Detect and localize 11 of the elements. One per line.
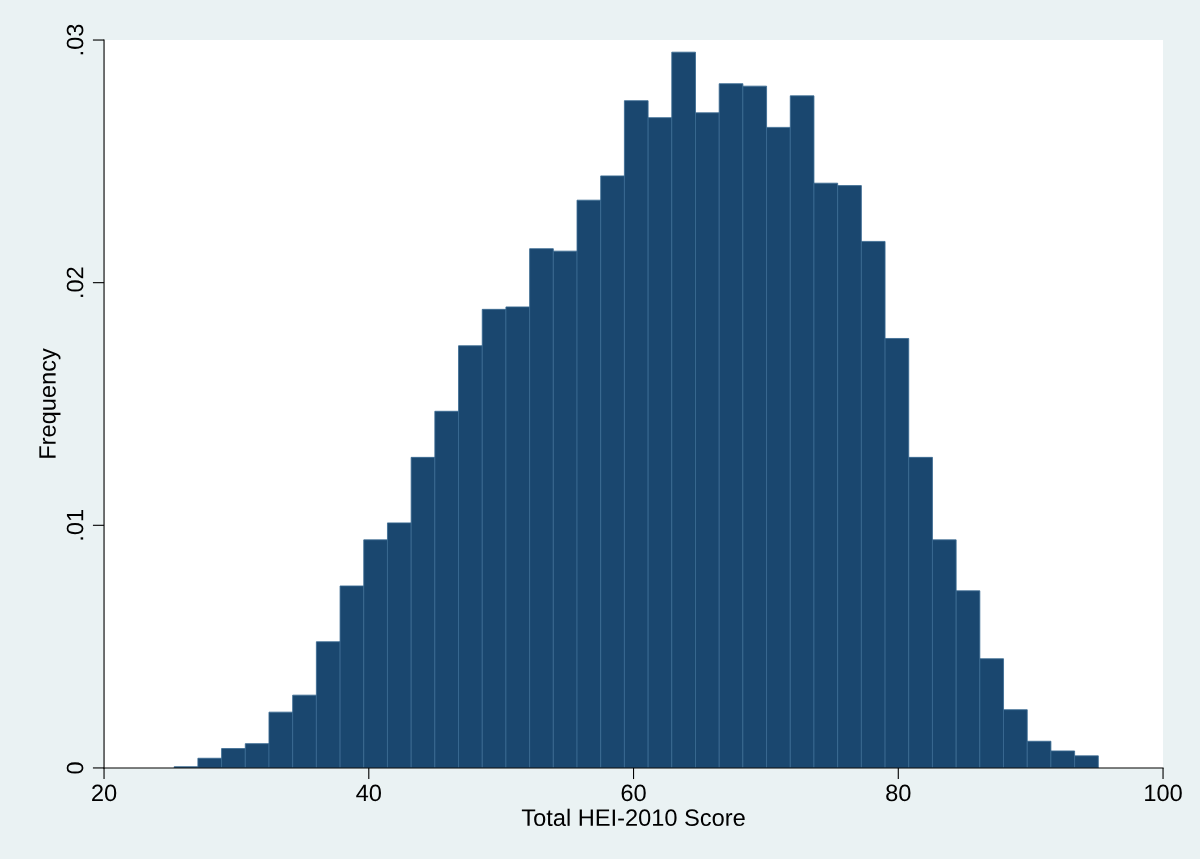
x-tick-label: 80 (886, 784, 911, 802)
y-tick-label: 0 (66, 762, 84, 774)
y-axis-title: Frequency (39, 348, 61, 458)
y-tick-label: .01 (66, 510, 84, 540)
y-tick-label: .03 (66, 24, 84, 55)
x-axis-title: Total HEI-2010 Score (521, 808, 745, 827)
x-tick-label: 100 (1145, 784, 1182, 802)
y-tick-label: .02 (66, 267, 84, 297)
x-tick-label: 40 (356, 784, 381, 802)
x-tick-label: 60 (621, 784, 646, 802)
x-tick-label: 20 (92, 784, 117, 802)
